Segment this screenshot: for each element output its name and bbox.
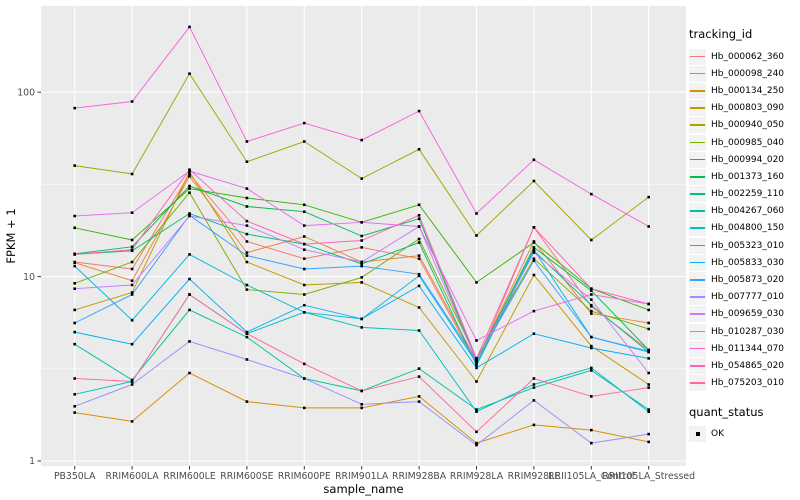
legend-item-label: Hb_005833_030 (711, 257, 785, 268)
legend-item-Hb_000803_090: Hb_000803_090 (689, 100, 799, 117)
axis-ticks (37, 91, 650, 470)
line-key-icon (689, 220, 706, 237)
line-key-icon (689, 306, 706, 323)
x-tick-label: RRII105LA_Stressed (602, 471, 695, 482)
legend-item-Hb_000098_240: Hb_000098_240 (689, 65, 799, 82)
legend-item-Hb_011344_070: Hb_011344_070 (689, 340, 799, 357)
legend-item-Hb_007777_010: Hb_007777_010 (689, 289, 799, 306)
line-key-icon (689, 82, 706, 99)
legend-item-label: Hb_011344_070 (711, 343, 785, 354)
x-tick-label: PB350LA (54, 471, 96, 482)
x-tick-label: RRIM928LE (508, 471, 561, 482)
x-tick-label: RRIM600LA (106, 471, 160, 482)
legend-item-label: Hb_000803_090 (711, 103, 785, 114)
legend-item-label: Hb_010287_030 (711, 326, 785, 337)
legend-item-label: Hb_005323_010 (711, 240, 785, 251)
x-tick-label: RRIM901LA (335, 471, 389, 482)
panel-background (41, 6, 686, 466)
x-tick-label: RRIM928BA (392, 471, 447, 482)
y-tick-label: 10 (23, 272, 35, 283)
line-key-icon (689, 100, 706, 117)
legend-item-label: Hb_001373_160 (711, 171, 785, 182)
y-tick-label: 1 (29, 456, 35, 467)
line-key-icon (689, 375, 706, 392)
line-key-icon (689, 340, 706, 357)
x-tick-label: RRIM600PE (278, 471, 331, 482)
legend-item-label: Hb_075203_010 (711, 378, 785, 389)
legend-item-label: Hb_000940_050 (711, 120, 785, 131)
data-points (73, 25, 650, 447)
legend-item-Hb_010287_030: Hb_010287_030 (689, 323, 799, 340)
legend-item-label: Hb_000134_250 (711, 85, 785, 96)
x-tick-label: RRIM600LE (163, 471, 216, 482)
legend-item-label: Hb_000985_040 (711, 137, 785, 148)
legend-item-label: Hb_000994_020 (711, 154, 785, 165)
ok-point-key-icon (689, 426, 706, 443)
x-axis-tick-labels: PB350LA RRIM600LA RRIM600LE RRIM600SE RRIM60… (54, 471, 695, 482)
line-key-icon (689, 134, 706, 151)
legend-item-Hb_000940_050: Hb_000940_050 (689, 117, 799, 134)
legend-item-label: Hb_009659_030 (711, 309, 785, 320)
line-key-icon (689, 65, 706, 82)
line-key-icon (689, 48, 706, 65)
legend-item-label: Hb_002259_110 (711, 189, 785, 200)
legend: tracking_id Hb_000062_360 Hb_000098_240 Hb… (689, 27, 799, 443)
legend-item-label: Hb_054865_020 (711, 360, 785, 371)
legend-item-Hb_000062_360: Hb_000062_360 (689, 48, 799, 65)
legend-item-Hb_000985_040: Hb_000985_040 (689, 134, 799, 151)
line-key-icon (689, 357, 706, 374)
x-tick-label: RRIM600SE (220, 471, 273, 482)
legend-item-label: Hb_005873_020 (711, 275, 785, 286)
legend-item-label: Hb_000098_240 (711, 68, 785, 79)
line-key-icon (689, 323, 706, 340)
legend-item-label: OK (711, 429, 724, 440)
legend-item-label: Hb_007777_010 (711, 292, 785, 303)
line-key-icon (689, 289, 706, 306)
line-key-icon (689, 151, 706, 168)
x-tick-label: RRII105LA_Control (548, 471, 634, 482)
line-key-icon (689, 254, 706, 271)
line-key-icon (689, 237, 706, 254)
legend-title-tracking-id: tracking_id (689, 27, 753, 41)
legend-item-ok: OK (689, 426, 799, 443)
legend-item-label: Hb_004267_060 (711, 206, 785, 217)
x-axis-title: sample_name (323, 482, 403, 496)
legend-item-Hb_004267_060: Hb_004267_060 (689, 203, 799, 220)
legend-item-Hb_000134_250: Hb_000134_250 (689, 82, 799, 99)
legend-item-Hb_075203_010: Hb_075203_010 (689, 375, 799, 392)
line-key-icon (689, 168, 706, 185)
legend-item-Hb_002259_110: Hb_002259_110 (689, 186, 799, 203)
x-tick-label: RRIM928LA (450, 471, 504, 482)
legend-item-Hb_005873_020: Hb_005873_020 (689, 271, 799, 289)
legend-item-Hb_005323_010: Hb_005323_010 (689, 237, 799, 254)
y-axis-tick-labels: 1 10 100 (17, 87, 35, 467)
legend-item-label: Hb_004800_150 (711, 223, 785, 234)
legend-item-label: Hb_000062_360 (711, 51, 785, 62)
legend-item-Hb_005833_030: Hb_005833_030 (689, 254, 799, 271)
legend-item-Hb_009659_030: Hb_009659_030 (689, 306, 799, 323)
line-key-icon (689, 186, 706, 203)
legend-item-Hb_000994_020: Hb_000994_020 (689, 151, 799, 168)
y-tick-label: 100 (17, 87, 35, 98)
legend-title-quant-status: quant_status (689, 404, 764, 419)
legend-item-Hb_004800_150: Hb_004800_150 (689, 220, 799, 237)
legend-item-Hb_054865_020: Hb_054865_020 (689, 357, 799, 374)
line-key-icon (689, 203, 706, 220)
tracking-id-legend-items: Hb_000062_360 Hb_000098_240 Hb_000134_250 H… (689, 48, 799, 392)
line-key-icon (689, 272, 706, 289)
y-axis-title: FPKM + 1 (4, 208, 18, 263)
line-key-icon (689, 117, 706, 134)
legend-item-Hb_001373_160: Hb_001373_160 (689, 168, 799, 185)
